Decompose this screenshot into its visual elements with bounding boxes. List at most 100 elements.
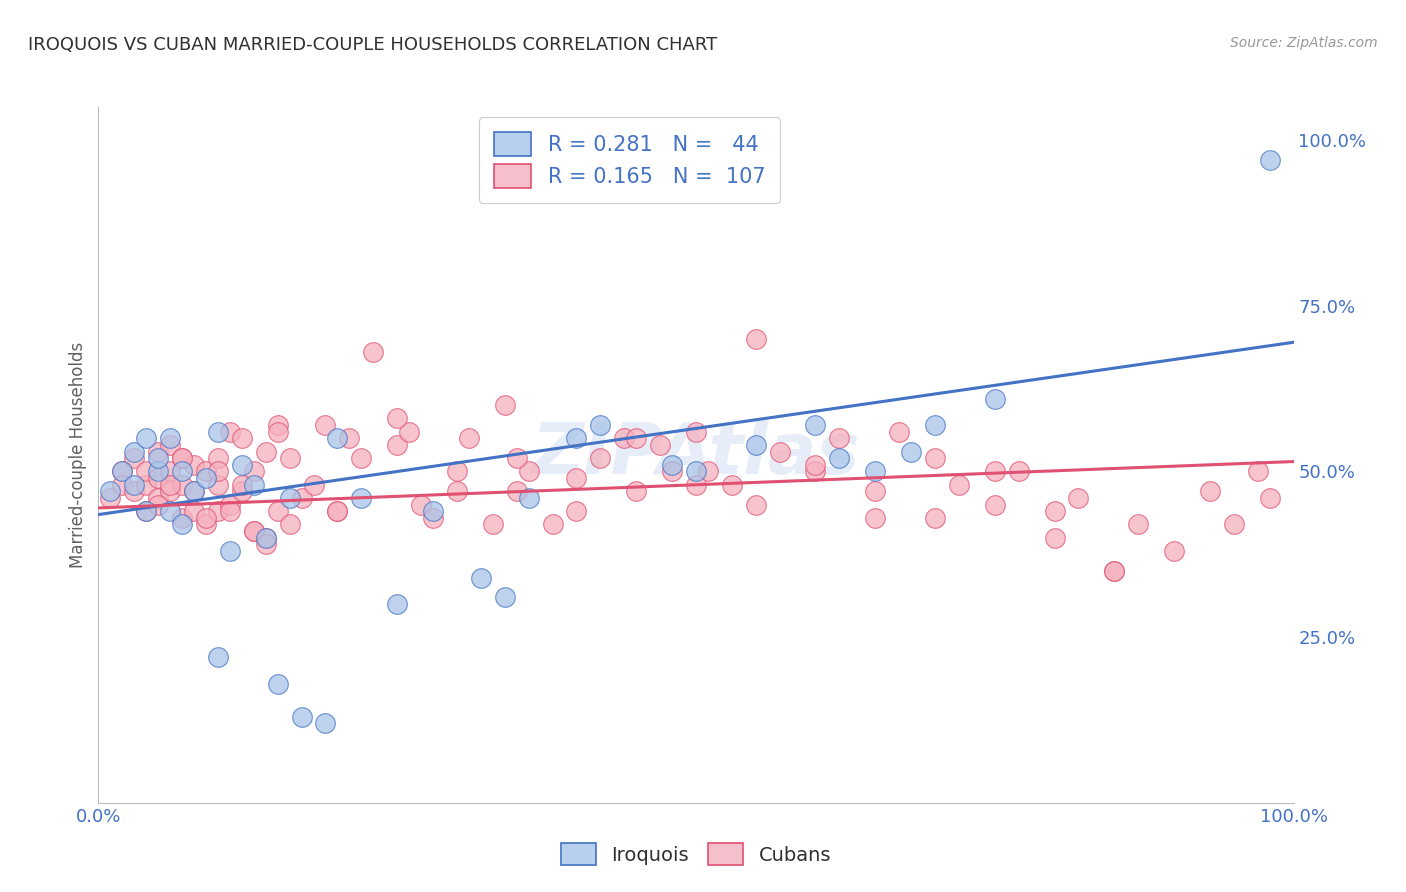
Point xyxy=(148,465,170,479)
Y-axis label: Married-couple Households: Married-couple Households xyxy=(69,342,87,568)
Point xyxy=(385,438,409,452)
Point xyxy=(626,431,648,445)
Point xyxy=(207,451,229,466)
Point xyxy=(626,484,648,499)
Point xyxy=(363,345,385,359)
Point xyxy=(984,498,1007,512)
Point xyxy=(183,458,205,472)
Point xyxy=(924,451,946,466)
Point xyxy=(243,524,266,538)
Point xyxy=(326,504,349,518)
Point xyxy=(183,484,205,499)
Point xyxy=(589,451,612,466)
Point xyxy=(422,504,444,518)
Point xyxy=(148,444,170,458)
Point xyxy=(470,570,492,584)
Point xyxy=(231,458,253,472)
Point xyxy=(278,451,301,466)
Point xyxy=(302,477,325,491)
Point xyxy=(315,716,337,731)
Text: IROQUOIS VS CUBAN MARRIED-COUPLE HOUSEHOLDS CORRELATION CHART: IROQUOIS VS CUBAN MARRIED-COUPLE HOUSEHO… xyxy=(28,36,717,54)
Point xyxy=(219,504,242,518)
Point xyxy=(517,491,540,505)
Point xyxy=(159,431,181,445)
Point xyxy=(159,477,181,491)
Point xyxy=(541,517,564,532)
Point xyxy=(1258,153,1281,167)
Point xyxy=(865,484,887,499)
Point xyxy=(422,511,444,525)
Point xyxy=(183,504,205,518)
Point xyxy=(195,465,218,479)
Point xyxy=(254,531,277,545)
Point xyxy=(195,471,218,485)
Point xyxy=(745,438,768,452)
Point xyxy=(98,491,122,505)
Point xyxy=(315,418,337,433)
Point xyxy=(172,517,194,532)
Point xyxy=(326,504,349,518)
Point xyxy=(828,431,851,445)
Point xyxy=(446,465,468,479)
Point xyxy=(135,504,157,518)
Point xyxy=(685,465,707,479)
Point xyxy=(1104,564,1126,578)
Point xyxy=(291,491,314,505)
Point xyxy=(339,431,361,445)
Point xyxy=(506,153,529,167)
Point xyxy=(172,511,194,525)
Point xyxy=(828,451,851,466)
Point xyxy=(172,451,194,466)
Point xyxy=(768,444,790,458)
Point xyxy=(219,498,242,512)
Point xyxy=(398,425,420,439)
Point xyxy=(865,465,887,479)
Point xyxy=(243,477,266,491)
Point xyxy=(231,431,253,445)
Point xyxy=(111,465,134,479)
Point xyxy=(685,425,707,439)
Point xyxy=(207,425,229,439)
Point xyxy=(589,418,612,433)
Point xyxy=(661,458,683,472)
Point xyxy=(219,425,242,439)
Point xyxy=(98,484,122,499)
Point xyxy=(267,504,290,518)
Point xyxy=(326,431,349,445)
Point xyxy=(1043,531,1066,545)
Point xyxy=(984,465,1007,479)
Point xyxy=(172,451,194,466)
Point xyxy=(1163,544,1185,558)
Point xyxy=(111,477,134,491)
Point xyxy=(565,471,588,485)
Point xyxy=(207,504,229,518)
Point xyxy=(207,650,229,665)
Point xyxy=(207,477,229,491)
Legend: Iroquois, Cubans: Iroquois, Cubans xyxy=(553,835,839,873)
Point xyxy=(124,484,146,499)
Point xyxy=(661,465,683,479)
Point xyxy=(278,517,301,532)
Point xyxy=(948,477,970,491)
Point xyxy=(1104,564,1126,578)
Point xyxy=(207,465,229,479)
Point xyxy=(506,451,529,466)
Point xyxy=(385,597,409,611)
Point xyxy=(1067,491,1090,505)
Point xyxy=(517,465,540,479)
Point xyxy=(124,477,146,491)
Point xyxy=(900,444,922,458)
Point xyxy=(172,477,194,491)
Point xyxy=(159,484,181,499)
Point xyxy=(924,511,946,525)
Point xyxy=(254,444,277,458)
Point xyxy=(148,498,170,512)
Point xyxy=(565,504,588,518)
Point xyxy=(159,438,181,452)
Point xyxy=(685,477,707,491)
Point xyxy=(148,471,170,485)
Point xyxy=(411,498,433,512)
Point xyxy=(613,431,636,445)
Point xyxy=(984,392,1007,406)
Point xyxy=(565,431,588,445)
